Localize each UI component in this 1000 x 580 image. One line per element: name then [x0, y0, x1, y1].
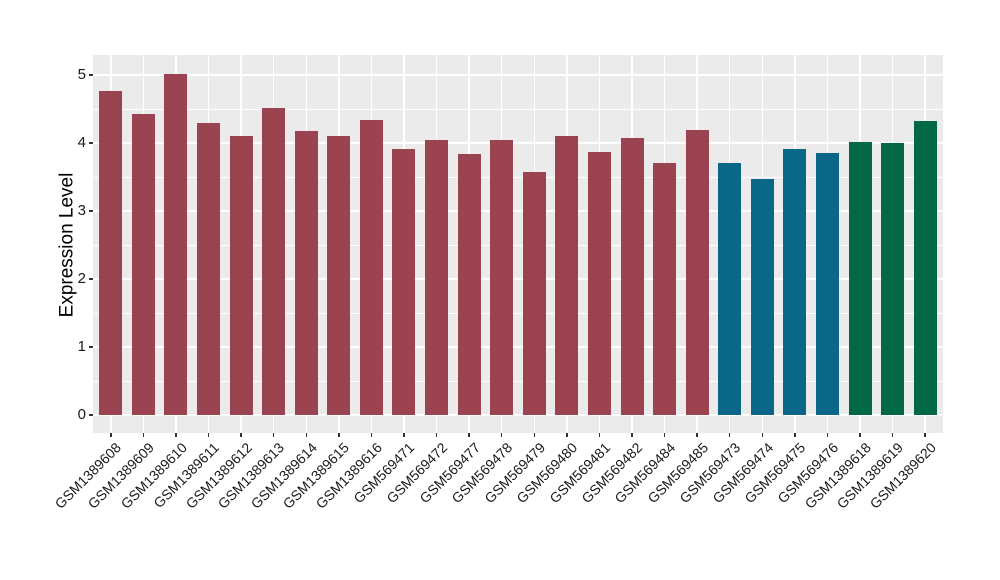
bar-GSM569476 [815, 152, 839, 415]
bar-GSM569482 [620, 138, 644, 415]
bar-GSM1389618 [848, 142, 872, 415]
y-tick-label: 1 [77, 338, 86, 356]
bar-GSM1389615 [327, 135, 351, 415]
y-tick [89, 414, 93, 416]
bar-GSM569475 [783, 149, 807, 415]
h-gridline-minor [93, 109, 943, 110]
h-gridline-minor [93, 313, 943, 314]
bar-GSM569480 [555, 136, 579, 415]
x-tick [728, 433, 731, 437]
x-tick [761, 433, 764, 437]
x-tick [468, 433, 470, 437]
x-tick [175, 433, 177, 437]
h-gridline-major [93, 74, 943, 76]
plot-panel [93, 55, 943, 433]
x-tick [142, 433, 145, 437]
x-tick [305, 433, 307, 437]
h-gridline-major [93, 210, 943, 212]
bar-GSM1389613 [262, 107, 286, 415]
x-tick [338, 433, 340, 437]
x-tick [207, 433, 210, 437]
y-tick-label: 2 [77, 270, 86, 288]
x-tick [272, 433, 275, 437]
bar-GSM1389611 [197, 123, 221, 415]
x-tick [403, 433, 405, 437]
bar-GSM569472 [425, 139, 449, 415]
h-gridline-major [93, 278, 943, 280]
h-gridline-minor [93, 177, 943, 178]
h-gridline-minor [93, 245, 943, 246]
h-gridline-major [93, 142, 943, 144]
y-tick [89, 346, 93, 348]
bar-GSM569478 [490, 139, 514, 415]
x-tick [859, 433, 861, 437]
y-tick [89, 278, 93, 280]
x-tick [533, 433, 536, 437]
x-tick [435, 433, 438, 437]
y-tick [89, 210, 93, 212]
h-gridline-minor [93, 381, 943, 382]
x-tick [631, 433, 633, 437]
bar-GSM569477 [457, 153, 481, 415]
x-tick [891, 433, 894, 437]
x-tick [696, 433, 698, 437]
bar-GSM1389610 [164, 74, 188, 415]
bar-GSM1389614 [294, 130, 318, 415]
bar-GSM569479 [522, 172, 546, 415]
x-tick [598, 433, 601, 437]
bar-GSM1389619 [881, 143, 905, 415]
x-tick [663, 433, 666, 437]
bar-GSM1389612 [229, 135, 253, 415]
x-tick [500, 433, 503, 437]
bar-GSM1389608 [99, 91, 123, 415]
x-tick [794, 433, 796, 437]
h-gridline-major [93, 346, 943, 348]
x-tick [240, 433, 242, 437]
y-tick [89, 74, 93, 76]
y-tick-label: 0 [77, 406, 86, 424]
y-tick-label: 4 [77, 134, 86, 152]
x-tick [566, 433, 568, 437]
bar-GSM569484 [653, 163, 677, 415]
h-gridline-major [93, 414, 943, 416]
bar-GSM569471 [392, 149, 416, 415]
bar-GSM569474 [750, 179, 774, 415]
bar-GSM1389609 [131, 114, 155, 415]
x-tick [924, 433, 926, 437]
y-axis-title: Expression Level [56, 172, 78, 318]
y-tick [89, 142, 93, 144]
bar-GSM569485 [685, 130, 709, 415]
bar-GSM1389616 [359, 119, 383, 415]
bar-GSM569473 [718, 163, 742, 415]
y-tick-label: 5 [77, 66, 86, 84]
y-tick-label: 3 [77, 202, 86, 220]
bar-GSM569481 [587, 151, 611, 415]
x-tick [826, 433, 829, 437]
bar-GSM1389620 [913, 120, 937, 415]
x-tick [110, 433, 112, 437]
x-tick [370, 433, 373, 437]
